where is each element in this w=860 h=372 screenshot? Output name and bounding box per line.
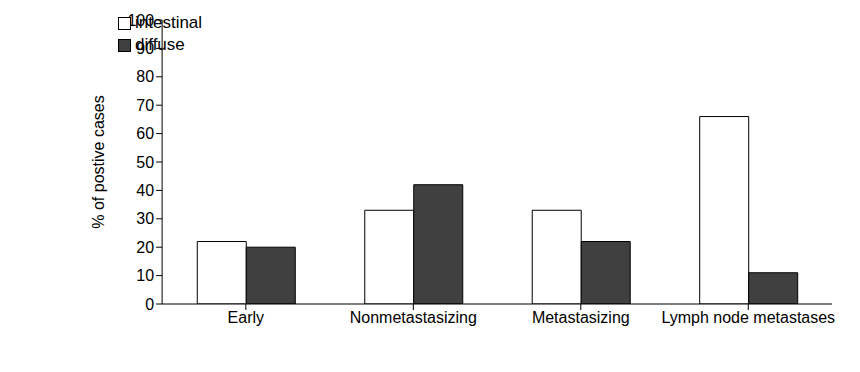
svg-text:30: 30 bbox=[136, 210, 154, 227]
svg-text:Nonmetastasizing: Nonmetastasizing bbox=[350, 309, 477, 326]
svg-text:100: 100 bbox=[127, 12, 154, 29]
svg-text:% of postive cases: % of postive cases bbox=[90, 95, 107, 228]
svg-text:Lymph node metastases: Lymph node metastases bbox=[661, 309, 835, 326]
svg-text:90: 90 bbox=[136, 40, 154, 57]
svg-text:60: 60 bbox=[136, 125, 154, 142]
svg-text:20: 20 bbox=[136, 239, 154, 256]
svg-text:80: 80 bbox=[136, 68, 154, 85]
svg-text:40: 40 bbox=[136, 182, 154, 199]
svg-text:0: 0 bbox=[145, 296, 154, 313]
svg-text:Early: Early bbox=[228, 309, 264, 326]
svg-text:50: 50 bbox=[136, 154, 154, 171]
svg-text:70: 70 bbox=[136, 97, 154, 114]
svg-text:10: 10 bbox=[136, 267, 154, 284]
svg-text:Metastasizing: Metastasizing bbox=[532, 309, 630, 326]
